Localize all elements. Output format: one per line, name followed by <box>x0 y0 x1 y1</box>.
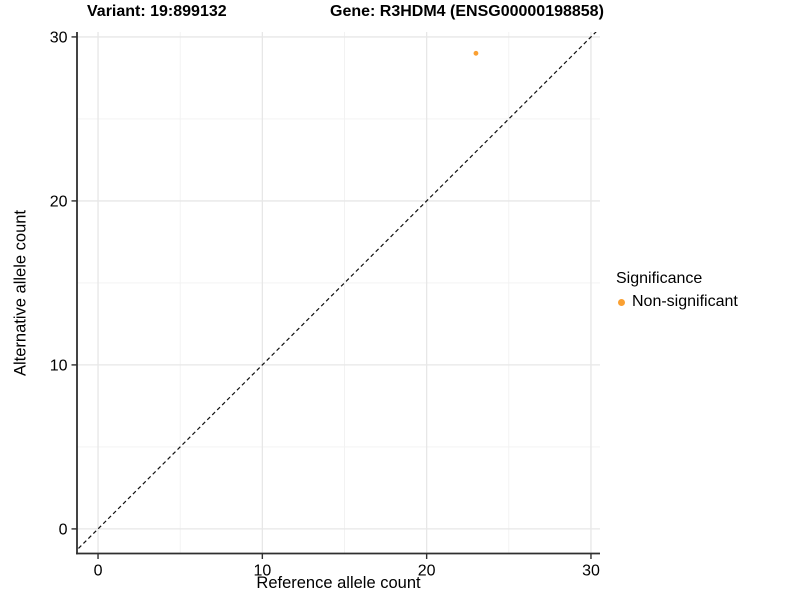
identity-line <box>77 32 597 551</box>
x-tick-label: 10 <box>253 563 271 580</box>
legend: Significance Non-significant <box>616 270 738 311</box>
legend-item-non-significant: Non-significant <box>616 293 738 311</box>
plot-title-variant: Variant: 19:899132 <box>87 3 227 20</box>
y-tick-label: 0 <box>59 521 68 538</box>
y-tick-label: 30 <box>50 29 68 46</box>
x-tick-label: 30 <box>582 563 600 580</box>
y-axis-title: Alternative allele count <box>11 209 30 377</box>
x-tick-label: 0 <box>94 563 103 580</box>
x-axis-title: Reference allele count <box>256 574 421 592</box>
legend-item-label: Non-significant <box>632 293 738 310</box>
x-tick-label: 20 <box>418 563 436 580</box>
y-tick-label: 10 <box>50 357 68 374</box>
legend-title: Significance <box>616 270 703 287</box>
plot-title-gene: Gene: R3HDM4 (ENSG00000198858) <box>330 3 604 20</box>
legend-key-dot-icon <box>618 298 625 306</box>
data-point <box>473 50 479 56</box>
y-tick-label: 20 <box>50 193 68 210</box>
